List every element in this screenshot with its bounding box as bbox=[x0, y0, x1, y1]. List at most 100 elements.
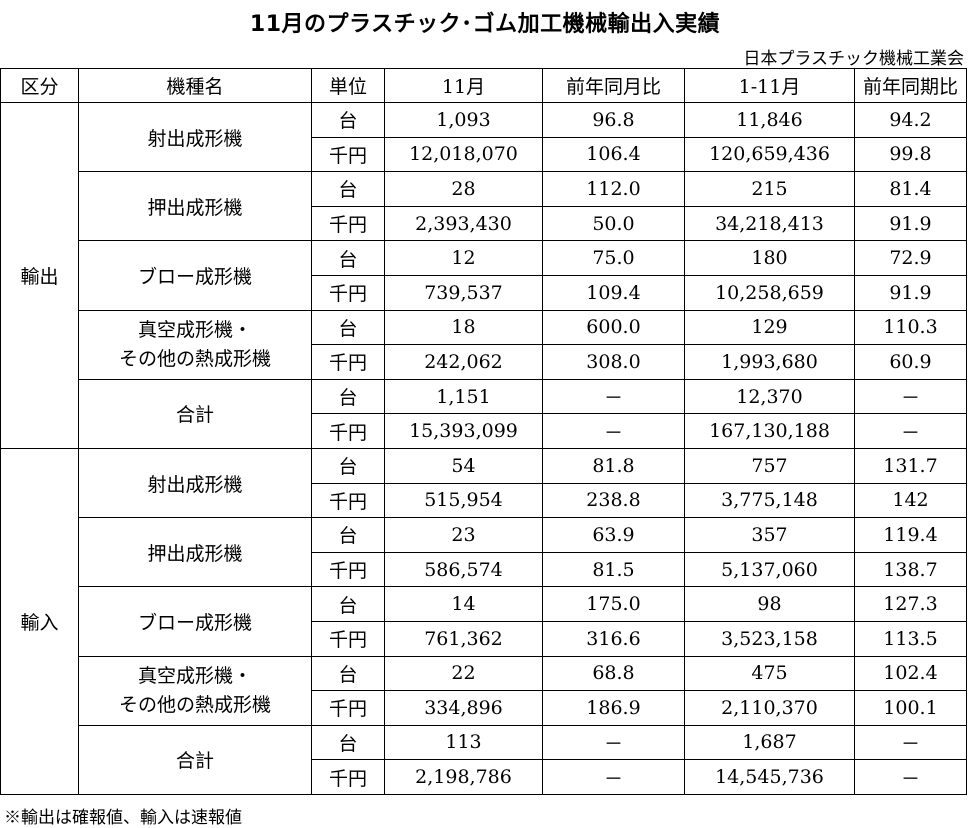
yoy-ytd-value: － bbox=[854, 724, 967, 761]
ytd-value: 14,545,736 bbox=[684, 759, 855, 795]
ytd-value: 5,137,060 bbox=[684, 551, 855, 588]
yoy-ytd-value: － bbox=[854, 378, 967, 415]
table-row: 千円 2,393,430 50.0 34,218,413 91.9 bbox=[1, 205, 967, 242]
unit-cell: 千円 bbox=[311, 551, 385, 588]
machine-name: 押出成形機 bbox=[78, 517, 312, 588]
table-row: 千円 334,896 186.9 2,110,370 100.1 bbox=[1, 690, 967, 726]
table-row: 千円 15,393,099 － 167,130,188 － bbox=[1, 413, 967, 449]
month-value: 12,018,070 bbox=[384, 136, 543, 173]
yoy-month-value: 308.0 bbox=[542, 344, 685, 380]
yoy-ytd-value: 99.8 bbox=[854, 136, 967, 173]
machine-name: ブロー成形機 bbox=[78, 586, 312, 657]
yoy-month-value: 600.0 bbox=[542, 309, 685, 346]
month-value: 1,151 bbox=[384, 378, 543, 415]
machine-name-line: 射出成形機 bbox=[147, 127, 243, 150]
unit-cell: 台 bbox=[311, 586, 385, 622]
table-row: 押出成形機 台 28 112.0 215 81.4 bbox=[1, 171, 967, 242]
machine-name: ブロー成形機 bbox=[78, 240, 312, 311]
month-value: 2,393,430 bbox=[384, 205, 543, 242]
unit-cell: 千円 bbox=[311, 274, 385, 311]
month-value: 586,574 bbox=[384, 551, 543, 588]
machine-name-line: 押出成形機 bbox=[147, 542, 243, 565]
ytd-value: 11,846 bbox=[684, 102, 855, 138]
month-value: 14 bbox=[384, 586, 543, 622]
yoy-ytd-value: 60.9 bbox=[854, 344, 967, 380]
unit-cell: 台 bbox=[311, 655, 385, 692]
ytd-value: 1,993,680 bbox=[684, 344, 855, 380]
unit-cell: 台 bbox=[311, 724, 385, 761]
yoy-ytd-value: 138.7 bbox=[854, 551, 967, 588]
month-value: 15,393,099 bbox=[384, 413, 543, 449]
unit-cell: 千円 bbox=[311, 413, 385, 449]
table-row: 千円 12,018,070 106.4 120,659,436 99.8 bbox=[1, 136, 967, 173]
month-value: 18 bbox=[384, 309, 543, 346]
month-value: 113 bbox=[384, 724, 543, 761]
yoy-ytd-value: 91.9 bbox=[854, 205, 967, 242]
yoy-month-value: － bbox=[542, 759, 685, 795]
yoy-month-value: － bbox=[542, 378, 685, 415]
unit-cell: 千円 bbox=[311, 620, 385, 657]
yoy-ytd-value: － bbox=[854, 413, 967, 449]
month-value: 515,954 bbox=[384, 482, 543, 519]
yoy-ytd-value: 72.9 bbox=[854, 240, 967, 276]
header-row: 区分 機種名 単位 11月 前年同月比 1-11月 前年同期比 bbox=[0, 68, 967, 103]
yoy-month-value: 81.8 bbox=[542, 447, 685, 484]
ytd-value: 167,130,188 bbox=[684, 413, 855, 449]
source-organization: 日本プラスチック機械工業会 bbox=[743, 49, 964, 69]
month-value: 54 bbox=[384, 447, 543, 484]
month-value: 739,537 bbox=[384, 274, 543, 311]
unit-cell: 台 bbox=[311, 240, 385, 276]
table-row: 輸入 射出成形機台 54 81.8 757 131.7 bbox=[0, 447, 967, 795]
table-row: 千円 515,954 238.8 3,775,148 142 bbox=[1, 482, 967, 519]
machine-name-line: 真空成形機・ bbox=[137, 318, 252, 341]
table-row: ブロー成形機 台 12 75.0 180 72.9 bbox=[1, 240, 967, 311]
table-row: 千円 761,362 316.6 3,523,158 113.5 bbox=[1, 620, 967, 657]
yoy-ytd-value: 119.4 bbox=[854, 517, 967, 553]
ytd-value: 3,523,158 bbox=[684, 620, 855, 657]
section-label: 輸出 bbox=[0, 102, 79, 449]
unit-cell: 台 bbox=[311, 517, 385, 553]
yoy-ytd-value: 113.5 bbox=[854, 620, 967, 657]
yoy-ytd-value: 91.9 bbox=[854, 274, 967, 311]
ytd-value: 2,110,370 bbox=[684, 690, 855, 726]
machine-name-line: 合計 bbox=[175, 404, 214, 427]
yoy-month-value: 68.8 bbox=[542, 655, 685, 692]
table-row: 千円 739,537 109.4 10,258,659 91.9 bbox=[1, 274, 967, 311]
header-yoy-month: 前年同月比 bbox=[542, 68, 685, 103]
month-value: 1,093 bbox=[384, 102, 543, 138]
yoy-month-value: 109.4 bbox=[542, 274, 685, 311]
ytd-value: 34,218,413 bbox=[684, 205, 855, 242]
month-value: 28 bbox=[384, 171, 543, 207]
ytd-value: 3,775,148 bbox=[684, 482, 855, 519]
header-yoy-ytd: 前年同期比 bbox=[854, 68, 967, 103]
unit-cell: 台 bbox=[311, 171, 385, 207]
machine-name-line: 合計 bbox=[175, 750, 214, 773]
table-row: 合計台 1,151 － 12,370 － bbox=[1, 378, 967, 449]
machine-name-line: 真空成形機・ bbox=[137, 664, 252, 687]
yoy-month-value: 175.0 bbox=[542, 586, 685, 622]
unit-cell: 千円 bbox=[311, 205, 385, 242]
yoy-month-value: 186.9 bbox=[542, 690, 685, 726]
machine-name-line: ブロー成形機 bbox=[137, 265, 252, 288]
yoy-month-value: 112.0 bbox=[542, 171, 685, 207]
ytd-value: 1,687 bbox=[684, 724, 855, 761]
yoy-ytd-value: 142 bbox=[854, 482, 967, 519]
table-row: 合計台 113 － 1,687 － bbox=[1, 724, 967, 795]
month-value: 242,062 bbox=[384, 344, 543, 380]
machine-name: 合計 bbox=[78, 378, 312, 449]
month-value: 334,896 bbox=[384, 690, 543, 726]
machine-name-line: その他の熱成形機 bbox=[118, 347, 271, 370]
ytd-value: 757 bbox=[684, 447, 855, 484]
header-category: 区分 bbox=[0, 68, 79, 103]
table-row: 千円 242,062 308.0 1,993,680 60.9 bbox=[1, 344, 967, 380]
header-unit: 単位 bbox=[311, 68, 385, 103]
machine-name-line: その他の熱成形機 bbox=[118, 693, 271, 716]
unit-cell: 台 bbox=[311, 309, 385, 346]
month-value: 23 bbox=[384, 517, 543, 553]
header-ytd: 1-11月 bbox=[684, 68, 855, 103]
unit-cell: 千円 bbox=[311, 759, 385, 795]
machine-name-line: ブロー成形機 bbox=[137, 611, 252, 634]
table-row: 真空成形機・ その他の熱成形機台 22 68.8 475 102.4 bbox=[1, 655, 967, 726]
yoy-month-value: 81.5 bbox=[542, 551, 685, 588]
unit-cell: 台 bbox=[311, 447, 385, 484]
